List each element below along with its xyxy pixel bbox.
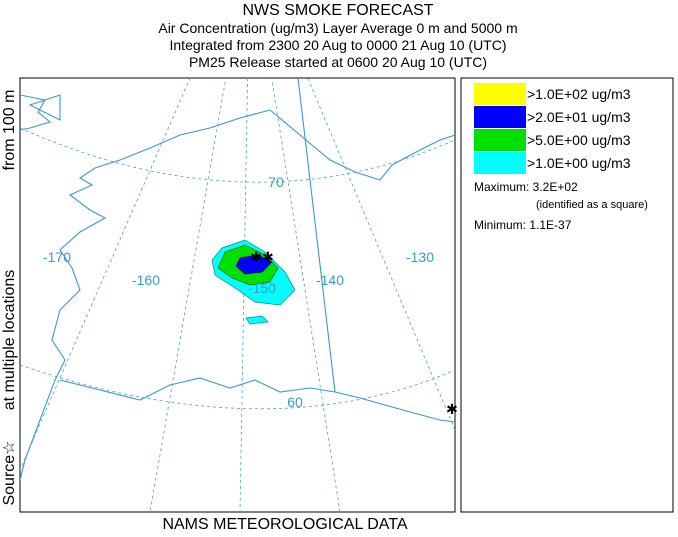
meridian (149, 78, 227, 512)
coastline (269, 109, 455, 181)
latitude-line (20, 364, 455, 410)
footer: NAMS METEOROLOGICAL DATA (162, 516, 407, 532)
plume-contour (245, 315, 269, 325)
legend-swatch (474, 83, 526, 105)
subtitle: PM25 Release started at 0600 20 Aug 10 (… (189, 54, 487, 70)
latitude-label: 70 (268, 174, 284, 190)
longitude-label: -140 (316, 272, 344, 288)
meridian (271, 78, 341, 512)
plume-contour (235, 254, 273, 275)
map-labels: -170 -160 -150 -140 -130 70 60 (43, 174, 434, 410)
map: ✱✱ ✱ -170 -160 -150 -140 -130 70 60 (19, 77, 458, 513)
border (297, 78, 336, 393)
longitude-label: -170 (43, 249, 71, 265)
side-text: Source☆ (1, 440, 18, 505)
header: NWS SMOKE FORECAST Air Concentration (ug… (158, 2, 517, 70)
meridian (20, 78, 191, 471)
subtitle: Integrated from 2300 20 Aug to 0000 21 A… (170, 37, 507, 53)
maximum-note: (identified as a square) (536, 199, 648, 211)
legend: Maximum: 3.2E+02 (identified as a square… (460, 77, 674, 513)
longitude-label: -160 (132, 272, 160, 288)
island (28, 94, 61, 121)
plume: ✱✱ ✱ (211, 239, 458, 417)
legend-label: >5.0E+00 ug/m3 (527, 132, 631, 148)
latitude-label: 60 (287, 394, 303, 410)
legend-label: >1.0E+02 ug/m3 (527, 86, 631, 102)
source-markers: ✱✱ (250, 249, 273, 265)
side-text: from 100 m (1, 90, 18, 171)
maximum: Maximum: 3.2E+02 (474, 180, 578, 194)
latitude-line (20, 127, 455, 183)
legend-swatch (474, 106, 526, 128)
meridian (239, 78, 248, 512)
coastline (20, 109, 271, 481)
side-text: at multiple locations (1, 270, 18, 411)
subtitle: Air Concentration (ug/m3) Layer Average … (158, 20, 517, 36)
legend-label: >2.0E+01 ug/m3 (527, 109, 631, 125)
coastline (59, 377, 455, 423)
legend-swatch (474, 152, 526, 174)
minimum: Minimum: 1.1E-37 (474, 218, 572, 232)
side-label: Source☆ at multiple locations from 100 m (1, 90, 18, 506)
legend-swatch (474, 129, 526, 151)
map-frame (19, 77, 456, 513)
meridian (307, 78, 455, 431)
title: NWS SMOKE FORECAST (242, 2, 433, 19)
legend-label: >1.0E+00 ug/m3 (527, 155, 631, 171)
longitude-label: -130 (406, 249, 434, 265)
longitude-label: -150 (248, 280, 276, 296)
source-markers: ✱ (446, 401, 458, 417)
coastline (20, 94, 52, 131)
